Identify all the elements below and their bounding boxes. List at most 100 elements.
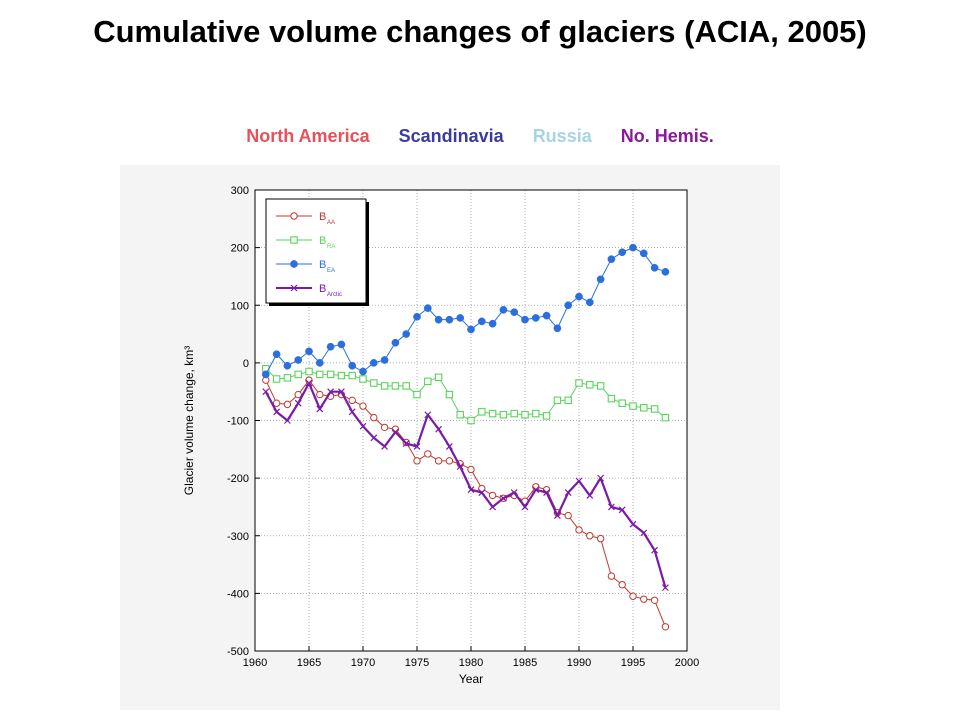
data-point-ea	[488, 319, 497, 328]
data-point-arctic	[327, 388, 335, 396]
data-point-ea	[391, 338, 400, 347]
data-point-ea	[510, 308, 519, 317]
x-tick-label: 1990	[567, 657, 591, 669]
data-point-arctic	[564, 489, 572, 496]
data-point-ea	[456, 314, 465, 322]
data-point-arctic	[478, 489, 486, 496]
data-point-ea	[337, 340, 346, 349]
legend-swatch-marker	[290, 212, 298, 220]
data-point-arctic	[283, 417, 291, 424]
data-point-aa	[272, 399, 281, 407]
data-point-aa	[564, 511, 572, 520]
y-tick-label: -300	[227, 531, 249, 543]
data-point-ea	[521, 315, 529, 324]
data-point-arctic	[402, 440, 410, 447]
data-point-aa	[445, 457, 454, 465]
legend-entry-label: B	[319, 235, 326, 247]
data-point-ea	[575, 292, 583, 301]
region-legend-row: North America Scandinavia Russia No. Hem…	[0, 126, 960, 147]
data-point-arctic	[607, 503, 615, 511]
legend-entry-label: B	[319, 211, 326, 223]
data-point-arctic	[586, 491, 594, 499]
region-label-scandinavia: Scandinavia	[398, 126, 504, 146]
data-point-aa	[650, 596, 659, 604]
y-tick-label: -400	[227, 588, 249, 600]
data-point-arctic	[262, 388, 270, 396]
data-point-aa	[413, 457, 421, 465]
data-point-ra	[413, 390, 421, 399]
legend-entry-subscript: EA	[327, 268, 335, 274]
data-point-arctic	[467, 486, 475, 494]
data-point-arctic	[348, 408, 356, 416]
legend-swatch-marker	[290, 260, 298, 268]
data-point-ea	[477, 317, 486, 326]
data-point-ra	[650, 405, 659, 413]
data-point-arctic	[305, 379, 313, 387]
series-line-arctic	[264, 381, 667, 588]
data-point-ra	[467, 416, 475, 425]
data-point-ea	[531, 314, 540, 322]
data-point-ea	[423, 304, 432, 312]
data-point-ra	[521, 410, 529, 419]
data-point-ea	[639, 249, 648, 258]
y-tick-label: -200	[227, 473, 249, 485]
data-point-ra	[618, 399, 626, 407]
data-point-ea	[596, 275, 605, 284]
data-point-ra	[488, 409, 497, 418]
data-point-ea	[629, 243, 637, 252]
data-point-arctic	[618, 506, 626, 514]
data-point-ea	[553, 324, 562, 333]
data-point-ra	[294, 370, 302, 379]
data-point-ra	[640, 404, 648, 412]
region-label-north-america: North America	[246, 126, 370, 146]
data-point-ea	[413, 312, 421, 321]
data-point-ea	[261, 370, 270, 379]
data-point-ra	[380, 382, 389, 390]
data-point-ra	[661, 413, 670, 422]
data-point-aa	[370, 413, 378, 422]
data-point-arctic	[424, 411, 432, 419]
data-point-ra	[510, 409, 518, 418]
data-point-ea	[607, 255, 616, 264]
data-point-arctic	[435, 425, 443, 433]
data-point-arctic	[661, 584, 669, 592]
region-label-russia: Russia	[532, 126, 592, 146]
legend-entry-label: B	[319, 283, 326, 295]
data-point-ra	[553, 396, 562, 405]
data-point-ra	[326, 370, 335, 379]
data-point-ra	[586, 381, 594, 389]
data-point-aa	[607, 572, 616, 580]
data-point-ra	[370, 379, 378, 387]
data-point-aa	[586, 532, 594, 540]
y-tick-label: -100	[227, 416, 249, 428]
x-tick-label: 1980	[459, 657, 483, 669]
x-tick-label: 2000	[675, 657, 699, 669]
data-point-ra	[348, 371, 356, 380]
data-point-arctic	[413, 443, 421, 450]
data-point-ea	[283, 361, 292, 370]
x-tick-label: 1985	[513, 657, 537, 669]
data-point-ea	[564, 301, 573, 310]
data-point-arctic	[499, 494, 507, 502]
y-tick-label: 0	[243, 358, 249, 370]
data-point-arctic	[532, 486, 540, 494]
data-point-ra	[564, 396, 572, 405]
data-point-ea	[294, 356, 303, 364]
data-point-arctic	[381, 443, 389, 450]
data-point-ra	[607, 394, 616, 403]
data-point-ea	[445, 315, 454, 324]
data-point-ea	[272, 350, 281, 359]
data-point-ra	[478, 408, 486, 416]
data-point-aa	[467, 465, 475, 474]
data-point-ra	[575, 379, 583, 387]
data-point-arctic	[456, 463, 464, 471]
data-point-ra	[629, 402, 637, 410]
data-point-ea	[348, 361, 357, 370]
data-point-arctic	[597, 474, 605, 482]
data-point-ra	[434, 373, 443, 382]
data-point-ea	[585, 298, 594, 307]
data-point-arctic	[359, 422, 367, 430]
y-tick-label: 200	[231, 243, 249, 255]
data-point-arctic	[445, 443, 453, 450]
data-point-ra	[359, 375, 367, 383]
